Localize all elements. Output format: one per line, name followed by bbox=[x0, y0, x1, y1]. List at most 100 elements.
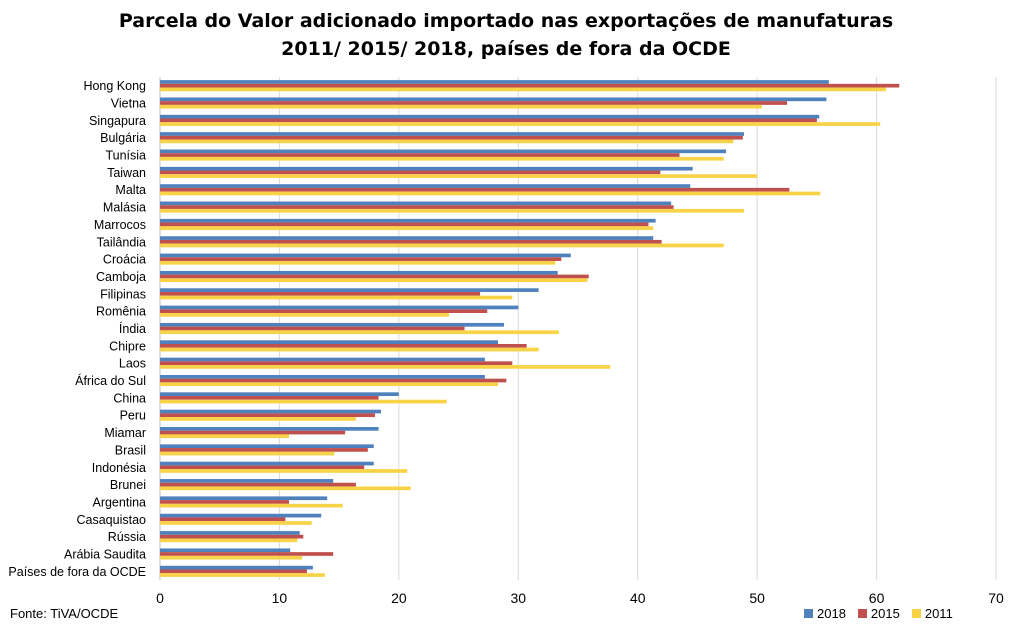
bar-2015 bbox=[160, 205, 674, 209]
legend-swatch-2018 bbox=[804, 609, 813, 618]
legend-label-2018: 2018 bbox=[817, 606, 846, 621]
bar-2015 bbox=[160, 482, 356, 487]
x-tick-label: 50 bbox=[749, 590, 765, 606]
x-tick-label: 40 bbox=[630, 590, 646, 606]
gridlines bbox=[159, 77, 997, 580]
bar-2018 bbox=[160, 132, 745, 136]
bar-2011 bbox=[160, 434, 289, 439]
category-label: Bulgária bbox=[100, 131, 146, 145]
source-note: Fonte: TiVA/OCDE bbox=[10, 606, 119, 621]
bar-2011 bbox=[160, 521, 312, 525]
bar-2011 bbox=[160, 104, 762, 109]
bar-2015 bbox=[160, 465, 365, 470]
bar-2015 bbox=[160, 135, 743, 140]
bar-2018 bbox=[160, 236, 654, 240]
category-label: Taiwan bbox=[107, 166, 146, 180]
bar-2011 bbox=[160, 538, 298, 543]
category-label: Filipinas bbox=[100, 287, 146, 301]
bar-2011 bbox=[160, 87, 887, 92]
x-tick-label: 10 bbox=[272, 590, 288, 606]
x-tick-label: 0 bbox=[156, 590, 164, 606]
bar-2015 bbox=[160, 170, 661, 175]
category-label: Marrocos bbox=[94, 218, 146, 232]
bar-2018 bbox=[160, 496, 328, 501]
bar-2011 bbox=[160, 330, 559, 335]
legend-item-2015: 2015 bbox=[857, 606, 900, 621]
bar-2011 bbox=[160, 503, 343, 508]
bar-2018 bbox=[160, 461, 374, 466]
bar-2018 bbox=[160, 513, 322, 518]
bar-2015 bbox=[160, 552, 334, 556]
x-tick-label: 60 bbox=[869, 590, 885, 606]
bar-2011 bbox=[160, 382, 498, 387]
bar-2018 bbox=[160, 357, 485, 362]
bar-2011 bbox=[160, 573, 325, 577]
legend: 2018 2015 2011 bbox=[792, 606, 953, 621]
bar-2015 bbox=[160, 153, 680, 157]
bar-2015 bbox=[160, 101, 787, 105]
bar-2015 bbox=[160, 326, 465, 331]
bar-2015 bbox=[160, 448, 368, 452]
category-label: Vietna bbox=[111, 97, 146, 111]
bar-2018 bbox=[160, 270, 558, 275]
x-tick-label: 30 bbox=[510, 590, 526, 606]
legend-swatch-2015 bbox=[857, 609, 867, 618]
bar-2011 bbox=[160, 226, 654, 230]
chart-title-line-1: Parcela do Valor adicionado importado na… bbox=[118, 10, 894, 32]
bar-2011 bbox=[160, 174, 758, 178]
bar-2015 bbox=[160, 517, 286, 522]
bar-2015 bbox=[160, 500, 289, 504]
bar-2011 bbox=[160, 191, 821, 196]
bar-2018 bbox=[160, 166, 693, 171]
bar-2015 bbox=[160, 569, 307, 574]
bar-2018 bbox=[160, 392, 399, 397]
bar-2011 bbox=[160, 365, 611, 369]
category-label: Países de fora da OCDE bbox=[8, 565, 146, 579]
category-label: Casaquistao bbox=[77, 513, 147, 527]
legend-item-2018: 2018 bbox=[804, 606, 846, 621]
x-tick-label: 70 bbox=[988, 590, 1004, 606]
bar-2015 bbox=[160, 378, 507, 383]
bar-2018 bbox=[160, 305, 519, 310]
bar-2018 bbox=[160, 565, 313, 570]
category-label: Tailândia bbox=[97, 235, 146, 249]
category-label: Laos bbox=[119, 357, 146, 371]
category-label: Singapura bbox=[89, 114, 146, 128]
bar-2018 bbox=[160, 531, 300, 535]
category-label: Argentina bbox=[92, 495, 146, 509]
bar-2018 bbox=[160, 374, 485, 379]
bar-2018 bbox=[160, 114, 820, 119]
bar-2011 bbox=[160, 451, 335, 456]
bar-2018 bbox=[160, 218, 656, 223]
category-label: Camboja bbox=[96, 270, 146, 284]
bar-2018 bbox=[160, 548, 291, 553]
bar-2018 bbox=[160, 479, 334, 483]
x-tick-labels: 0 10 20 30 40 50 60 70 bbox=[156, 590, 1004, 606]
category-label: Rússia bbox=[108, 530, 146, 544]
chart-title-line-2: 2011/ 2015/ 2018, países de fora da OCDE bbox=[281, 38, 731, 60]
bar-2011 bbox=[160, 399, 447, 404]
bar-2018 bbox=[160, 201, 672, 206]
bar-2011 bbox=[160, 295, 513, 300]
bar-2015 bbox=[160, 361, 513, 366]
category-label: Chipre bbox=[109, 339, 146, 353]
legend-swatch-2011 bbox=[911, 609, 921, 618]
category-label: Malásia bbox=[103, 201, 146, 215]
bar-2018 bbox=[160, 444, 374, 449]
legend-label-2011: 2011 bbox=[924, 606, 953, 621]
bar-2015 bbox=[160, 309, 488, 314]
bar-2011 bbox=[160, 243, 724, 248]
bar-2018 bbox=[160, 184, 691, 188]
category-label: África do Sul bbox=[75, 373, 146, 388]
category-label: Indonésia bbox=[92, 461, 146, 475]
bar-2011 bbox=[160, 208, 745, 213]
category-label: Arábia Saudita bbox=[64, 547, 146, 561]
bar-2015 bbox=[160, 239, 662, 244]
bar-2018 bbox=[160, 149, 727, 154]
bar-2018 bbox=[160, 340, 498, 344]
bar-2011 bbox=[160, 139, 734, 144]
bar-2018 bbox=[160, 427, 379, 431]
bar-2015 bbox=[160, 187, 790, 192]
